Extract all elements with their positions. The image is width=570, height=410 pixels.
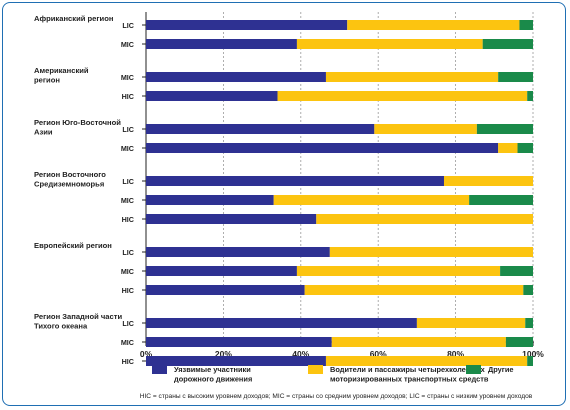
bar-segment	[498, 72, 533, 82]
region-label: Регион Западной части	[34, 312, 122, 321]
bar-segment	[523, 285, 533, 295]
x-tick-label: 0%	[140, 349, 153, 359]
bar-segment	[347, 20, 520, 30]
bar-segment	[146, 356, 326, 366]
region-label: Регион Восточного	[34, 170, 106, 179]
region-label: Американский	[34, 66, 89, 75]
bar-segment	[296, 39, 483, 49]
bar-segment	[146, 72, 326, 82]
legend-label: Водители и пассажиры четырехколесных	[330, 365, 486, 374]
region-label: регион	[34, 76, 60, 85]
bar-segment	[331, 337, 506, 347]
bar-segment	[329, 247, 533, 257]
income-code-label: MIC	[121, 338, 134, 347]
x-tick-label: 60%	[370, 349, 387, 359]
bar-segment	[146, 39, 297, 49]
bar-segment	[519, 20, 533, 30]
income-code-label: MIC	[121, 196, 134, 205]
x-tick-label: 20%	[215, 349, 232, 359]
legend-swatch	[466, 365, 481, 374]
bar-segment	[146, 91, 278, 101]
income-code-label: HIC	[122, 92, 134, 101]
income-code-label: MIC	[121, 73, 134, 82]
income-code-label: LIC	[122, 177, 134, 186]
footnote: HIC = страны с высоким уровнем доходов; …	[140, 393, 533, 400]
bar-segment	[304, 285, 524, 295]
region-label: Европейский регион	[34, 241, 112, 250]
bar-segment	[146, 214, 317, 224]
bar-segment	[146, 20, 348, 30]
bar-segment	[482, 39, 533, 49]
region-label: Тихого океана	[34, 322, 88, 331]
bar-segment	[374, 124, 477, 134]
legend-swatch	[152, 365, 167, 374]
bar-segment	[146, 247, 330, 257]
income-code-label: MIC	[121, 144, 134, 153]
bar-segment	[146, 285, 305, 295]
bar-segment	[146, 176, 444, 186]
bar-segment	[498, 143, 518, 153]
bar-segment	[325, 72, 499, 82]
income-code-label: LIC	[122, 319, 134, 328]
bar-segment	[146, 195, 274, 205]
income-code-label: HIC	[122, 357, 134, 366]
bar-segment	[146, 337, 332, 347]
income-code-label: LIC	[122, 21, 134, 30]
bar-segment	[277, 91, 528, 101]
income-code-label: LIC	[122, 248, 134, 257]
bar-segment	[146, 124, 375, 134]
bar-segment	[517, 143, 533, 153]
x-tick-label: 100%	[522, 349, 544, 359]
bar-segment	[469, 195, 533, 205]
region-label: Африканский регион	[34, 14, 114, 23]
region-label: Средиземноморья	[34, 180, 104, 189]
legend-swatch	[308, 365, 323, 374]
bar-segment	[527, 356, 533, 366]
bar-segment	[325, 356, 528, 366]
legend-label: дорожного движения	[174, 375, 252, 384]
bar-segment	[146, 266, 297, 276]
x-tick-label: 80%	[447, 349, 464, 359]
income-code-label: LIC	[122, 125, 134, 134]
bar-segment	[527, 91, 533, 101]
region-label: Азии	[34, 128, 53, 137]
income-code-label: HIC	[122, 215, 134, 224]
bar-segment	[443, 176, 533, 186]
chart-frame	[2, 2, 566, 406]
x-tick-label: 40%	[292, 349, 309, 359]
bar-segment	[500, 266, 533, 276]
legend-label: Другие	[488, 365, 514, 374]
region-label: Регион Юго-Восточной	[34, 118, 121, 127]
bar-segment	[476, 124, 533, 134]
bar-segment	[296, 266, 501, 276]
bar-segment	[316, 214, 533, 224]
income-code-label: HIC	[122, 286, 134, 295]
legend-label: Уязвимые участники	[174, 365, 251, 374]
income-code-label: MIC	[121, 40, 134, 49]
bar-segment	[146, 318, 417, 328]
bar-segment	[146, 143, 499, 153]
bar-segment	[416, 318, 526, 328]
bar-segment	[505, 337, 533, 347]
bar-segment	[525, 318, 533, 328]
income-code-label: MIC	[121, 267, 134, 276]
bar-segment	[273, 195, 470, 205]
legend-label: моторизированных транспортных средств	[330, 375, 489, 384]
